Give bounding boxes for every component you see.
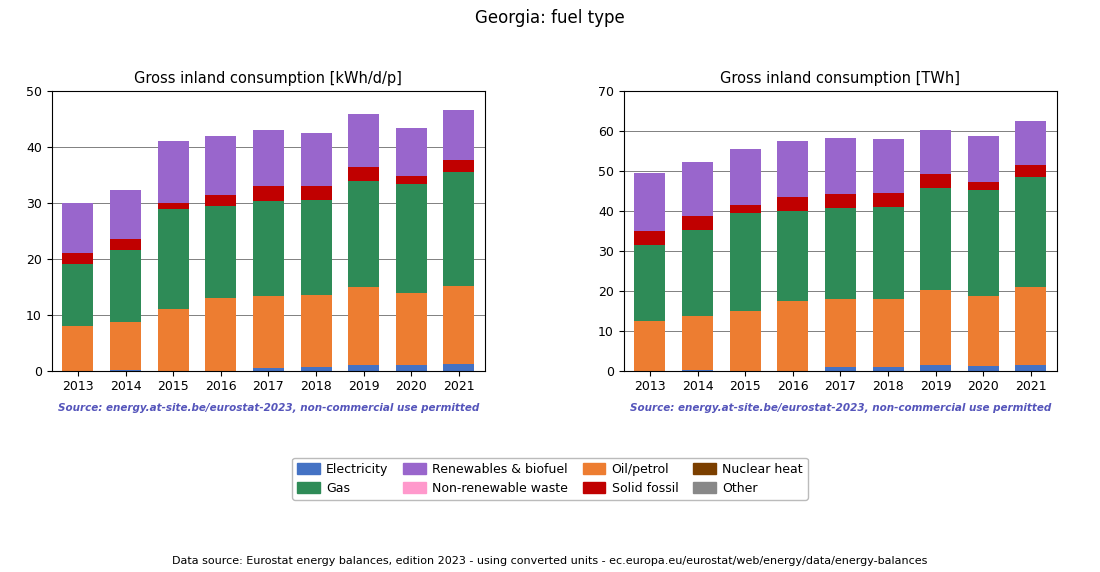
Bar [921,174,952,188]
Bar [253,296,284,368]
Bar [729,213,761,311]
Bar [635,245,666,321]
Bar [443,161,474,172]
Bar [1015,177,1046,287]
Bar [729,149,761,205]
Text: Source: energy.at-site.be/eurostat-2023, non-commercial use permitted: Source: energy.at-site.be/eurostat-2023,… [630,403,1052,412]
Bar [825,138,856,194]
Bar [396,366,427,371]
Bar [206,298,236,371]
Bar [206,136,236,194]
Bar [443,286,474,364]
Bar [968,296,999,366]
Bar [349,287,379,366]
Bar [443,364,474,371]
Title: Gross inland consumption [kWh/d/p]: Gross inland consumption [kWh/d/p] [134,71,403,86]
Bar [206,194,236,206]
Bar [682,316,713,370]
Bar [443,172,474,286]
Bar [729,311,761,371]
Bar [300,186,331,200]
Bar [300,295,331,367]
Bar [349,366,379,371]
Bar [921,289,952,366]
Bar [1015,121,1046,165]
Bar [921,130,952,174]
Text: Data source: Eurostat energy balances, edition 2023 - using converted units - ec: Data source: Eurostat energy balances, e… [173,557,927,566]
Bar [157,309,188,371]
Bar [206,206,236,298]
Bar [253,201,284,296]
Bar [157,141,188,203]
Bar [63,203,94,253]
Bar [443,110,474,161]
Bar [729,205,761,213]
Bar [396,176,427,184]
Bar [778,211,808,301]
Bar [110,190,141,239]
Bar [968,366,999,371]
Bar [635,231,666,245]
Bar [300,367,331,371]
Bar [63,264,94,326]
Bar [349,114,379,167]
Bar [1015,364,1046,371]
Bar [682,216,713,231]
Bar [396,293,427,366]
Bar [157,203,188,209]
Bar [300,200,331,295]
Bar [157,209,188,309]
Bar [63,326,94,371]
Bar [682,231,713,316]
Bar [872,367,903,371]
Bar [1015,165,1046,177]
Bar [921,366,952,371]
Legend: Electricity, Gas, Renewables & biofuel, Non-renewable waste, Oil/petrol, Solid f: Electricity, Gas, Renewables & biofuel, … [293,458,807,500]
Bar [253,130,284,186]
Bar [825,194,856,208]
Bar [349,167,379,181]
Bar [872,207,903,299]
Bar [253,186,284,201]
Bar [968,136,999,182]
Bar [872,139,903,193]
Bar [825,367,856,371]
Text: Source: energy.at-site.be/eurostat-2023, non-commercial use permitted: Source: energy.at-site.be/eurostat-2023,… [58,403,478,412]
Text: Georgia: fuel type: Georgia: fuel type [475,9,625,26]
Bar [635,173,666,231]
Bar [110,250,141,323]
Bar [682,162,713,216]
Bar [63,253,94,264]
Bar [872,193,903,207]
Bar [968,190,999,296]
Bar [300,133,331,186]
Bar [253,368,284,371]
Bar [778,301,808,371]
Bar [778,141,808,197]
Bar [396,184,427,293]
Bar [349,181,379,287]
Bar [968,182,999,190]
Bar [110,323,141,370]
Bar [825,208,856,300]
Bar [778,197,808,211]
Bar [921,188,952,289]
Bar [872,299,903,367]
Bar [635,321,666,371]
Bar [396,128,427,176]
Bar [110,239,141,250]
Title: Gross inland consumption [TWh]: Gross inland consumption [TWh] [720,71,960,86]
Bar [1015,287,1046,364]
Bar [825,300,856,367]
